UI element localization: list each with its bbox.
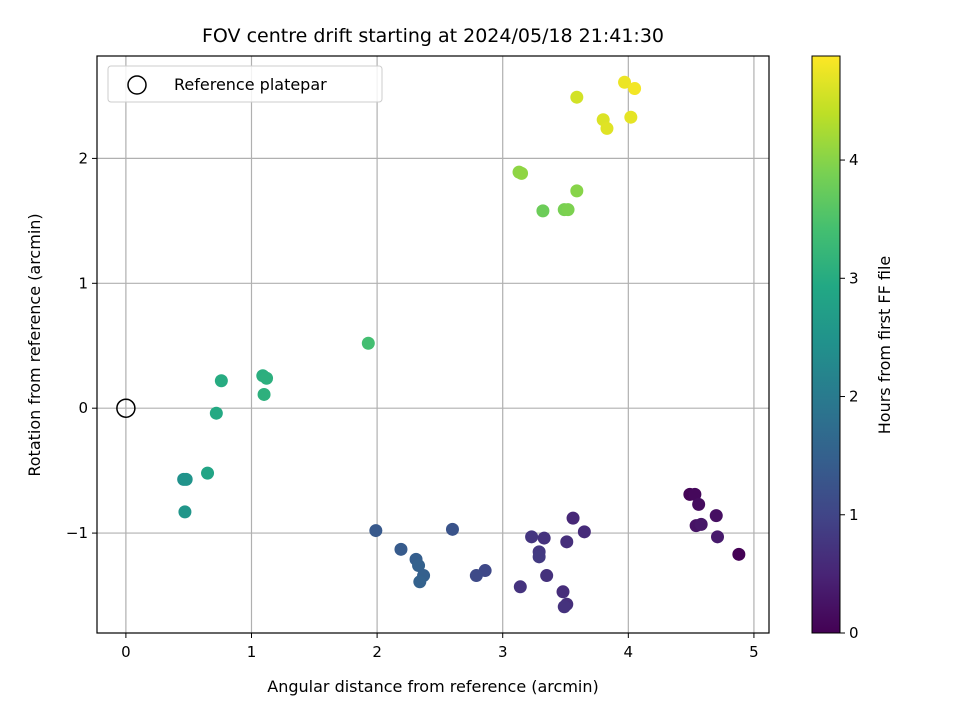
colorbar-tick-label: 3	[849, 269, 859, 287]
data-point	[532, 550, 546, 564]
y-tick-label: 1	[78, 274, 88, 292]
colorbar-gradient	[811, 55, 841, 634]
data-point	[561, 203, 575, 217]
data-point	[709, 509, 723, 523]
x-tick-label: 3	[498, 643, 508, 661]
x-tick-label: 2	[372, 643, 382, 661]
colorbar-tick-label: 1	[849, 506, 859, 524]
data-point	[566, 511, 580, 525]
data-point	[537, 531, 551, 545]
data-point	[711, 530, 725, 544]
plot-frame	[96, 55, 770, 634]
colorbar-tick-label: 0	[849, 624, 859, 642]
data-point	[577, 525, 591, 539]
data-point	[570, 184, 584, 198]
data-point	[618, 75, 632, 89]
data-point	[260, 371, 274, 385]
grid-lines	[97, 56, 769, 633]
data-point	[178, 505, 192, 519]
data-point	[688, 487, 702, 501]
legend-label: Reference platepar	[174, 75, 327, 94]
data-point	[257, 387, 271, 401]
x-tick-label: 0	[121, 643, 131, 661]
data-point	[445, 522, 459, 536]
data-point	[624, 110, 638, 124]
data-point	[214, 374, 228, 388]
data-point	[201, 466, 215, 480]
x-axis-label: Angular distance from reference (arcmin)	[267, 677, 598, 696]
data-point	[469, 569, 483, 583]
y-tick-label: −1	[66, 524, 88, 542]
data-point	[412, 559, 426, 573]
data-point	[560, 535, 574, 549]
data-point	[536, 204, 550, 218]
x-tick-label: 1	[247, 643, 257, 661]
legend-marker	[127, 75, 147, 95]
chart-title: FOV centre drift starting at 2024/05/18 …	[202, 25, 664, 47]
legend: Reference platepar	[107, 65, 383, 103]
data-point	[394, 542, 408, 556]
data-point	[369, 524, 383, 538]
colorbar-ticks: 0 1 2 3 4	[840, 151, 859, 642]
data-point	[413, 575, 427, 589]
y-axis-label: Rotation from reference (arcmin)	[25, 213, 44, 476]
data-point	[209, 406, 223, 420]
data-point	[694, 517, 708, 531]
y-tick-label: 0	[78, 399, 88, 417]
x-tick-label: 4	[624, 643, 634, 661]
data-point	[600, 121, 614, 135]
colorbar-tick-label: 4	[849, 151, 859, 169]
reference-platepar-marker	[116, 398, 136, 418]
data-point	[361, 336, 375, 350]
data-point	[692, 497, 706, 511]
data-point	[628, 81, 642, 95]
colorbar-tick-label: 2	[849, 388, 859, 406]
data-point	[515, 166, 529, 180]
data-point	[513, 580, 527, 594]
x-tick-label: 5	[749, 643, 759, 661]
data-points	[177, 75, 746, 614]
y-axis-ticks: −1 0 1 2	[66, 149, 97, 542]
data-point	[540, 569, 554, 583]
y-tick-label: 2	[78, 149, 88, 167]
data-point	[570, 90, 584, 104]
data-point	[525, 530, 539, 544]
data-point	[556, 585, 570, 599]
colorbar-label: Hours from first FF file	[875, 256, 894, 435]
legend-box	[107, 65, 383, 103]
data-point	[179, 472, 193, 486]
data-point	[732, 547, 746, 561]
x-axis-ticks: 0 1 2 3 4 5	[121, 633, 759, 661]
data-point	[557, 600, 571, 614]
colorbar: 0 1 2 3 4 Hours from first FF file	[811, 55, 894, 642]
